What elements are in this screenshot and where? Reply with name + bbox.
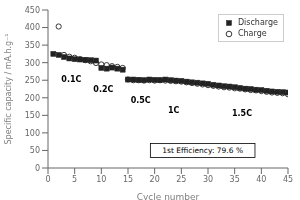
svg-text:30: 30 bbox=[203, 175, 213, 184]
svg-text:300: 300 bbox=[25, 59, 40, 68]
svg-text:200: 200 bbox=[25, 94, 40, 103]
svg-text:Specific capacity / mA.h.g⁻¹: Specific capacity / mA.h.g⁻¹ bbox=[8, 33, 13, 144]
svg-text:5: 5 bbox=[72, 175, 77, 184]
svg-text:50: 50 bbox=[30, 146, 40, 155]
svg-text:35: 35 bbox=[230, 175, 240, 184]
svg-text:150: 150 bbox=[25, 111, 40, 120]
svg-text:100: 100 bbox=[25, 129, 40, 138]
svg-text:20: 20 bbox=[150, 175, 160, 184]
svg-text:0.1C: 0.1C bbox=[61, 75, 81, 84]
svg-text:350: 350 bbox=[25, 41, 40, 50]
svg-text:10: 10 bbox=[96, 175, 106, 184]
svg-text:1C: 1C bbox=[168, 106, 180, 115]
svg-text:450: 450 bbox=[25, 6, 40, 15]
svg-text:40: 40 bbox=[256, 175, 266, 184]
svg-text:15: 15 bbox=[123, 175, 133, 184]
svg-text:Cycle number: Cycle number bbox=[137, 192, 200, 200]
svg-text:0: 0 bbox=[45, 175, 50, 184]
svg-text:1.5C: 1.5C bbox=[232, 109, 252, 118]
html-text:Charge: Charge bbox=[237, 29, 267, 38]
html-text:Discharge: Discharge bbox=[237, 18, 278, 27]
svg-text:1st Efficiency: 79.6 %: 1st Efficiency: 79.6 % bbox=[162, 146, 243, 155]
svg-text:25: 25 bbox=[176, 175, 186, 184]
svg-text:400: 400 bbox=[25, 23, 40, 32]
svg-text:0.2C: 0.2C bbox=[93, 85, 113, 94]
svg-text:250: 250 bbox=[25, 76, 40, 85]
svg-text:45: 45 bbox=[283, 175, 292, 184]
svg-text:0: 0 bbox=[35, 164, 40, 173]
svg-text:0.5C: 0.5C bbox=[131, 96, 151, 105]
